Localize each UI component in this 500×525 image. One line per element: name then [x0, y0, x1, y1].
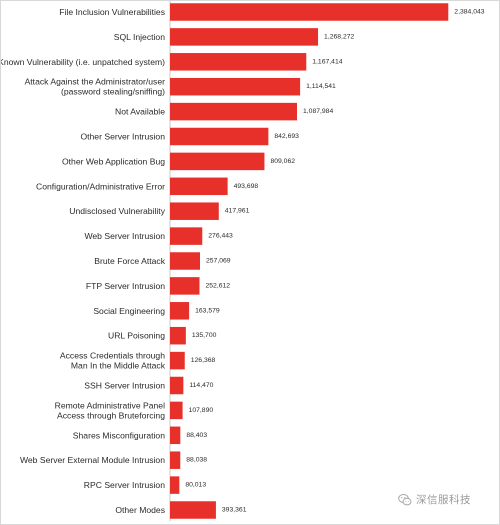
watermark: 深信服科技 [398, 492, 471, 507]
wechat-icon [398, 493, 412, 505]
category-label-line: SQL Injection [114, 32, 165, 42]
bar [170, 277, 200, 295]
bar [170, 476, 180, 494]
category-label: Social Engineering [93, 306, 165, 316]
category-label: Other Server Intrusion [80, 132, 165, 142]
category-label: Other Web Application Bug [62, 156, 165, 166]
bar [170, 302, 190, 320]
category-label: Undisclosed Vulnerability [69, 206, 165, 216]
bar [170, 77, 301, 96]
bar [170, 127, 269, 146]
bar [170, 3, 449, 21]
bar [170, 351, 185, 370]
category-label-line: Web Server External Module Intrusion [20, 455, 165, 465]
category-label-line: Configuration/Administrative Error [36, 181, 165, 191]
category-label-line: URL Poisoning [108, 331, 165, 341]
bar-value-label: 493,698 [234, 183, 259, 190]
bar-value-label: 1,167,414 [312, 58, 342, 65]
category-label: Remote Administrative Panel Access throug… [55, 400, 166, 420]
bar [170, 252, 201, 270]
category-label-line: Access Credentials through [60, 351, 165, 361]
category-label-line: Shares Misconfiguration [73, 430, 165, 440]
bar [170, 376, 184, 395]
bar-value-label: 88,038 [186, 457, 207, 464]
bar-value-label: 163,579 [195, 307, 220, 314]
category-label: Configuration/Administrative Error [36, 181, 165, 191]
category-label-line: Access through Bruteforcing [57, 410, 165, 420]
bar-value-label: 80,013 [185, 482, 206, 489]
bar [170, 501, 216, 519]
bar-value-label: 809,062 [270, 158, 295, 165]
bar-value-label: 1,114,541 [306, 83, 336, 90]
category-label-line: Known Vulnerability (i.e. unpatched syst… [1, 57, 165, 67]
bar-value-label: 276,443 [208, 233, 233, 240]
category-label-line: Brute Force Attack [94, 256, 165, 266]
category-label: Brute Force Attack [94, 256, 165, 266]
bar [170, 102, 298, 121]
bar [170, 152, 265, 171]
bar [170, 326, 186, 345]
bar-value-label: 2,384,043 [454, 9, 484, 16]
category-label: FTP Server Intrusion [86, 281, 165, 291]
bars-layer [170, 3, 449, 519]
category-label-line: (password stealing/sniffing) [61, 87, 165, 97]
bar-value-label: 393,361 [222, 507, 247, 514]
bar-value-label: 252,612 [205, 282, 230, 289]
bar [170, 177, 228, 196]
category-label-line: Web Server Intrusion [84, 231, 165, 241]
bar-value-label: 1,087,984 [303, 108, 333, 115]
category-label: Web Server External Module Intrusion [20, 455, 165, 465]
bar [170, 227, 203, 245]
bar [170, 426, 181, 445]
category-label-line: File Inclusion Vulnerabilities [59, 7, 165, 17]
category-label: SSH Server Intrusion [84, 381, 165, 391]
category-label: Known Vulnerability (i.e. unpatched syst… [1, 57, 165, 67]
bar-value-label: 88,403 [186, 432, 207, 439]
bar-value-label: 1,268,272 [324, 33, 354, 40]
category-label-line: Attack Against the Administrator/user [25, 77, 166, 87]
bar-value-label: 114,470 [189, 382, 213, 389]
bar [170, 401, 183, 420]
category-label-line: Not Available [115, 107, 165, 117]
category-label-line: Remote Administrative Panel [55, 400, 165, 410]
category-label-line: Other Web Application Bug [62, 156, 165, 166]
labels-layer: 2,384,043 File Inclusion Vulnerabilities 1… [1, 7, 485, 515]
category-label-line: SSH Server Intrusion [84, 381, 165, 391]
category-label: RPC Server Intrusion [84, 480, 165, 490]
category-label: Web Server Intrusion [84, 231, 165, 241]
category-label: File Inclusion Vulnerabilities [59, 7, 165, 17]
category-label-line: Social Engineering [93, 306, 165, 316]
category-label: SQL Injection [114, 32, 165, 42]
bar-value-label: 126,368 [191, 357, 216, 364]
bar [170, 202, 219, 220]
category-label-line: RPC Server Intrusion [84, 480, 165, 490]
category-label-line: Other Server Intrusion [80, 132, 165, 142]
category-label: Other Modes [115, 505, 165, 515]
bar-value-label: 417,961 [225, 208, 250, 215]
category-label: URL Poisoning [108, 331, 165, 341]
category-label: Attack Against the Administrator/user (pa… [25, 77, 166, 97]
category-label-line: FTP Server Intrusion [86, 281, 165, 291]
watermark-text: 深信服科技 [416, 494, 471, 506]
category-label: Shares Misconfiguration [73, 430, 165, 440]
category-label-line: Man In the Middle Attack [71, 361, 166, 371]
category-label: Not Available [115, 107, 165, 117]
bar [170, 451, 181, 469]
bar-value-label: 135,700 [192, 332, 217, 339]
bar [170, 28, 319, 46]
category-label-line: Undisclosed Vulnerability [69, 206, 165, 216]
bar-value-label: 842,693 [274, 133, 299, 140]
bar [170, 53, 307, 71]
category-label-line: Other Modes [115, 505, 165, 515]
category-label: Access Credentials through Man In the Mid… [60, 351, 166, 371]
bar-value-label: 107,890 [189, 407, 214, 414]
bar-value-label: 257,069 [206, 258, 231, 265]
